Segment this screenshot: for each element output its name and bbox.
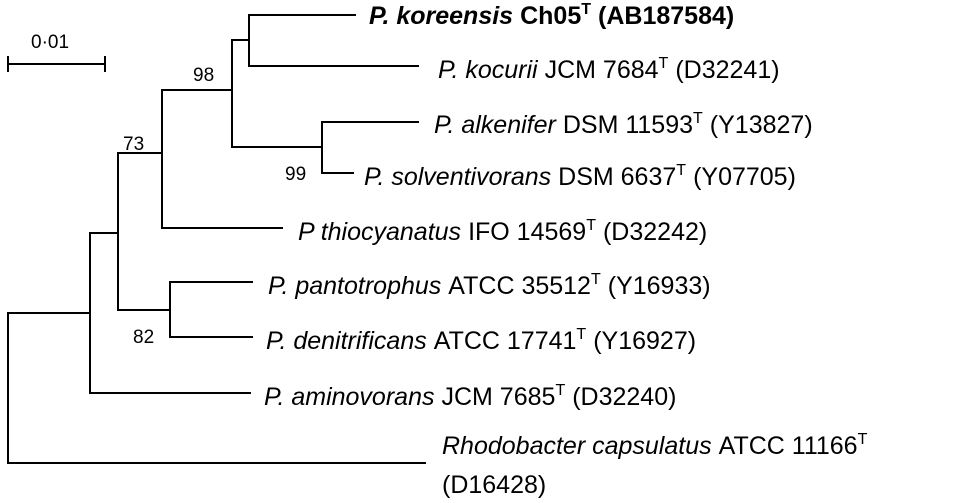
taxon-label-p-aminovorans: P. aminovorans JCM 7685T (D32240): [264, 382, 676, 411]
taxon-species: P. solventivorans: [364, 163, 551, 191]
taxon-accession: (D32242): [603, 218, 707, 246]
taxon-species: P. pantotrophus: [268, 272, 441, 300]
taxon-strain: JCM 7685: [441, 383, 555, 411]
taxon-label-p-pantotrophus: P. pantotrophus ATCC 35512T (Y16933): [268, 271, 711, 300]
taxon-strain: JCM 7684: [545, 56, 659, 84]
taxon-species: P. aminovorans: [264, 383, 434, 411]
type-strain-mark: T: [591, 271, 601, 288]
taxon-accession: (Y07705): [693, 163, 796, 191]
taxon-species: P. denitrificans: [266, 327, 427, 355]
taxon-labels: P. koreensis Ch05T (AB187584) P. kocurii JC…: [264, 1, 868, 499]
type-strain-mark: T: [858, 431, 868, 448]
taxon-label-rhodobacter-capsulatus: Rhodobacter capsulatus ATCC 11166T: [442, 431, 868, 460]
taxon-label-p-denitrificans: P. denitrificans ATCC 17741T (Y16927): [266, 326, 696, 355]
tree-branches: [7, 14, 426, 464]
bootstrap-value-98: 98: [193, 65, 214, 86]
taxon-label-p-alkenifer: P. alkenifer DSM 11593T (Y13827): [434, 110, 813, 139]
taxon-species: P. alkenifer: [434, 111, 558, 139]
scale-bar: 0·01: [7, 32, 106, 72]
bootstrap-value-99: 99: [285, 164, 306, 185]
taxon-label-p-solventivorans: P. solventivorans DSM 6637T (Y07705): [364, 162, 796, 191]
taxon-strain: ATCC 11166: [719, 432, 858, 460]
type-strain-mark: T: [676, 162, 686, 179]
taxon-label-p-thiocyanatus: P thiocyanatus IFO 14569T (D32242): [298, 217, 707, 246]
taxon-strain: ATCC 35512: [448, 272, 591, 300]
taxon-accession: (D32241): [675, 56, 779, 84]
taxon-strain: Ch05: [520, 2, 581, 30]
type-strain-mark: T: [555, 382, 565, 399]
type-strain-mark: T: [581, 1, 591, 18]
taxon-label-p-kocurii: P. kocurii JCM 7684T (D32241): [438, 55, 780, 84]
taxon-species: P. koreensis: [369, 2, 513, 30]
taxon-accession: (D32240): [572, 383, 676, 411]
taxon-accession: (AB187584): [598, 2, 734, 30]
bootstrap-values: 98 73 99 82: [123, 65, 306, 348]
taxon-accession: (Y13827): [710, 111, 813, 139]
taxon-accession: (Y16933): [608, 272, 711, 300]
type-strain-mark: T: [693, 110, 703, 127]
taxon-accession: (Y16927): [593, 327, 696, 355]
bootstrap-value-82: 82: [133, 327, 154, 348]
taxon-species: P thiocyanatus: [298, 218, 461, 246]
taxon-strain: IFO 14569: [468, 218, 586, 246]
taxon-strain: DSM 11593: [563, 111, 693, 139]
taxon-label-p-koreensis: P. koreensis Ch05T (AB187584): [369, 1, 734, 30]
taxon-species: Rhodobacter capsulatus: [442, 432, 712, 460]
type-strain-mark: T: [659, 55, 669, 72]
type-strain-mark: T: [576, 326, 586, 343]
taxon-species: P. kocurii: [438, 56, 539, 84]
type-strain-mark: T: [586, 217, 596, 234]
bootstrap-value-73: 73: [123, 134, 144, 155]
taxon-strain: DSM 6637: [558, 163, 676, 191]
scale-bar-label: 0·01: [31, 32, 69, 53]
taxon-accession-rhodobacter-capsulatus: (D16428): [442, 471, 546, 499]
taxon-strain: ATCC 17741: [434, 327, 577, 355]
